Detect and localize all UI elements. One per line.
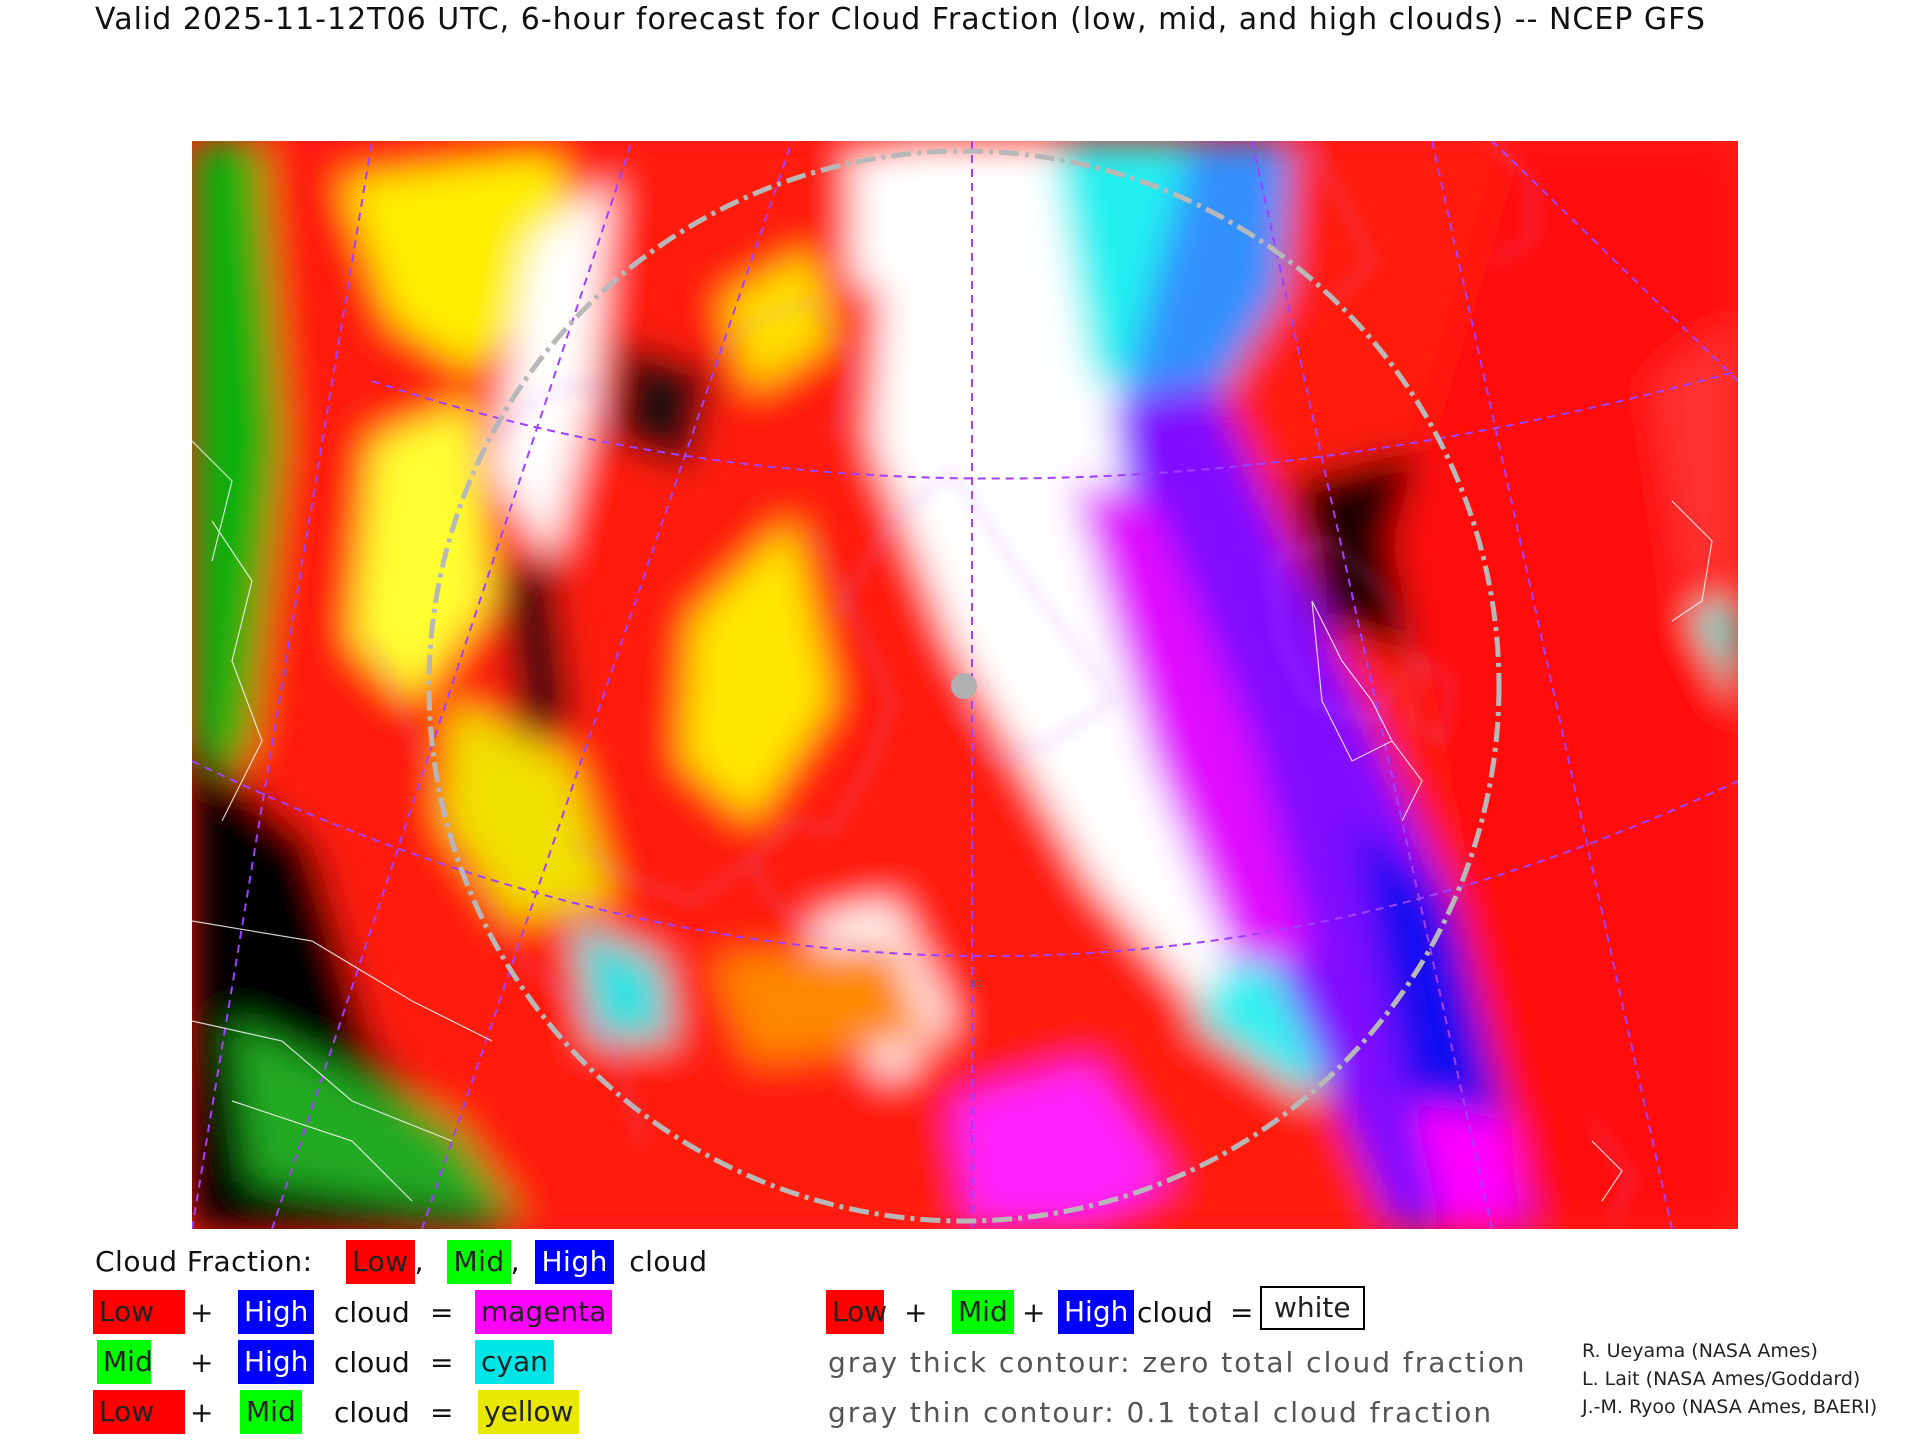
- equals-4: =: [1230, 1296, 1254, 1329]
- legend-mid-label: Mid: [97, 1340, 153, 1384]
- legend-cf-label: Cloud Fraction:: [95, 1245, 313, 1278]
- cloud-word-2: cloud: [334, 1346, 410, 1379]
- cloud-fraction-map: 80: [192, 141, 1738, 1229]
- plus-2: +: [190, 1346, 214, 1379]
- cloud-word-1: cloud: [334, 1296, 410, 1329]
- north-pole-marker: [951, 673, 977, 699]
- map-title: Valid 2025-11-12T06 UTC, 6-hour forecast…: [95, 2, 1706, 37]
- plus-5: +: [1022, 1296, 1046, 1329]
- legend-high-label-3: High: [1058, 1290, 1135, 1334]
- legend-low-swatch: Low: [346, 1240, 415, 1284]
- zero-cloud-contour: [426, 148, 1502, 1224]
- legend-comma-1: ,: [414, 1245, 425, 1278]
- legend-high-swatch: High: [535, 1240, 614, 1284]
- legend-high-label-2: High: [238, 1340, 315, 1384]
- equals-2: =: [430, 1346, 454, 1379]
- plus-3: +: [190, 1396, 214, 1429]
- legend-row-low-high: Low: [93, 1290, 185, 1334]
- cloud-word-4: cloud: [1137, 1296, 1213, 1329]
- legend-low-label: Low: [93, 1290, 185, 1334]
- equals-1: =: [430, 1296, 454, 1329]
- credit-line-2: L. Lait (NASA Ames/Goddard): [1582, 1368, 1861, 1390]
- legend-magenta-result: magenta: [475, 1290, 613, 1334]
- credit-line-3: J.-M. Ryoo (NASA Ames, BAERI): [1582, 1396, 1878, 1418]
- legend-comma-2: ,: [510, 1245, 521, 1278]
- legend-mid-label-2: Mid: [240, 1390, 302, 1434]
- graticule-label: 80: [970, 979, 983, 990]
- land-borders: [192, 440, 1713, 1202]
- coastlines: [371, 141, 1634, 1222]
- legend-mid-label-3: Mid: [952, 1290, 1014, 1334]
- legend-low-label-2: Low: [93, 1390, 185, 1434]
- legend-title-row: Cloud Fraction: Low, Mid, High cloud: [95, 1240, 708, 1284]
- gray-thin-note: gray thin contour: 0.1 total cloud fract…: [828, 1396, 1494, 1429]
- credit-line-1: R. Ueyama (NASA Ames): [1582, 1340, 1818, 1362]
- plus-4: +: [904, 1296, 928, 1329]
- cloud-field: [192, 141, 1738, 1229]
- gray-thick-note: gray thick contour: zero total cloud fra…: [828, 1346, 1527, 1379]
- legend-cloud-word: cloud: [629, 1245, 708, 1278]
- legend-low-label-3: Low: [826, 1290, 887, 1334]
- legend-white-result: white: [1260, 1286, 1365, 1330]
- legend-high-label: High: [238, 1290, 315, 1334]
- legend-mid-swatch: Mid: [447, 1240, 511, 1284]
- legend-yellow-result: yellow: [478, 1390, 580, 1434]
- cloud-word-3: cloud: [334, 1396, 410, 1429]
- equals-3: =: [430, 1396, 454, 1429]
- plus-1: +: [190, 1296, 214, 1329]
- legend-cyan-result: cyan: [475, 1340, 554, 1384]
- map-canvas: 80: [192, 141, 1738, 1229]
